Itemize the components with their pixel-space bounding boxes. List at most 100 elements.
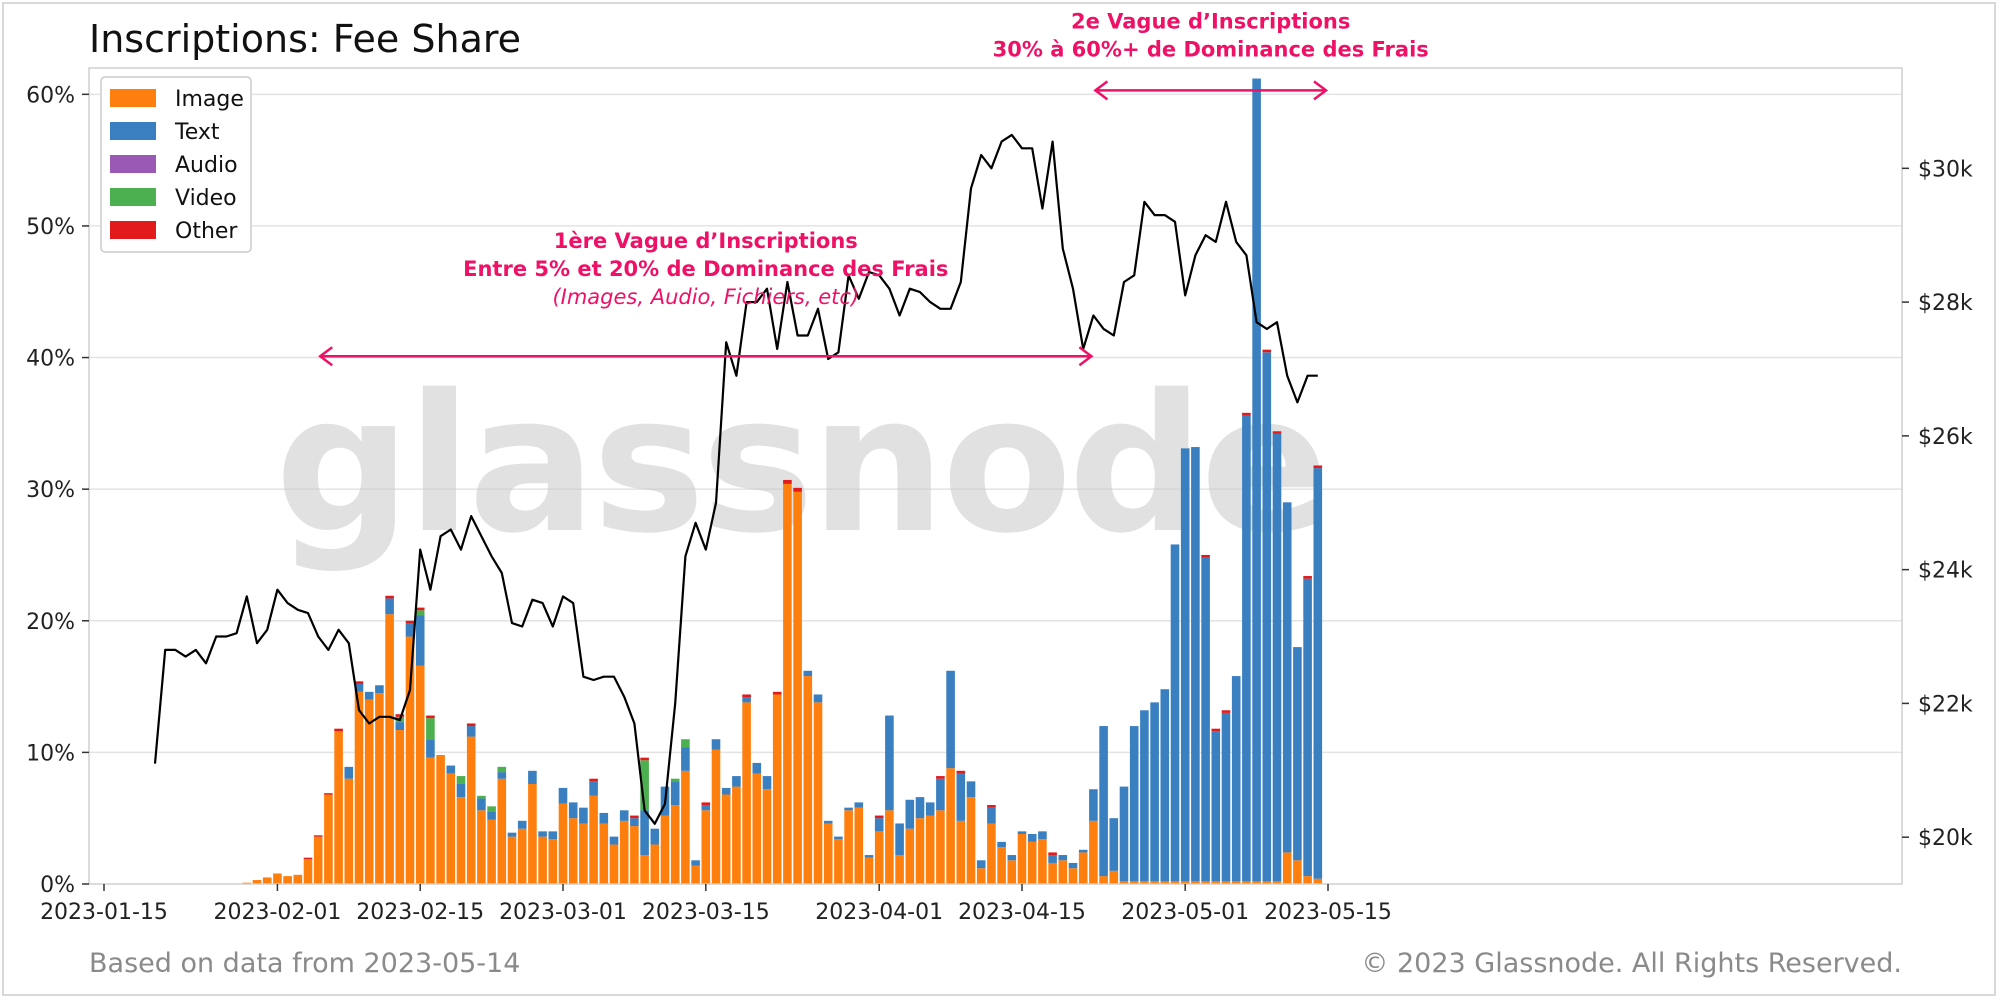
bar-segment-image bbox=[1272, 881, 1282, 884]
bar-segment-text bbox=[507, 832, 517, 837]
bar-segment-image bbox=[681, 770, 690, 884]
bar-segment-image bbox=[1293, 860, 1302, 884]
bar-segment-text bbox=[426, 739, 435, 758]
bar-segment-text bbox=[1027, 833, 1037, 842]
y-right-tick-label: $28k bbox=[1918, 291, 1973, 316]
bar-segment-image bbox=[456, 797, 466, 884]
x-tick-label: 2023-05-15 bbox=[1264, 900, 1392, 925]
bar-segment-text bbox=[477, 798, 486, 811]
bar-segment-image bbox=[273, 873, 282, 884]
bar-segment-image bbox=[395, 730, 405, 884]
x-tick-label: 2023-03-15 bbox=[642, 900, 770, 925]
bar-segment-image bbox=[640, 855, 649, 884]
bar-segment-text bbox=[987, 807, 996, 824]
bar-segment-image bbox=[1160, 881, 1170, 884]
bar-segment-text bbox=[823, 820, 833, 824]
bar-segment-text bbox=[732, 776, 741, 787]
bar-segment-other bbox=[783, 479, 792, 484]
bar-segment-text bbox=[956, 773, 966, 821]
bar-segment-other bbox=[742, 694, 751, 698]
bar-segment-image bbox=[1221, 881, 1231, 884]
bar-segment-image bbox=[752, 773, 762, 884]
bar-segment-other bbox=[956, 770, 966, 774]
bar-segment-image bbox=[1007, 860, 1017, 884]
bar-segment-text bbox=[497, 772, 507, 779]
bar-segment-image bbox=[1252, 881, 1261, 884]
bar-segment-text bbox=[1282, 502, 1292, 853]
bar-segment-text bbox=[854, 802, 864, 808]
bar-segment-image bbox=[1282, 852, 1292, 884]
bar-segment-text bbox=[895, 823, 904, 856]
bar-segment-other bbox=[987, 805, 996, 808]
bar-segment-other bbox=[772, 691, 782, 695]
bar-segment-image bbox=[344, 778, 354, 884]
bar-segment-text bbox=[364, 691, 374, 700]
bar-segment-text bbox=[1313, 468, 1323, 879]
bar-segment-image bbox=[293, 874, 303, 884]
bar-segment-other bbox=[630, 815, 639, 819]
bar-segment-image bbox=[1303, 876, 1312, 884]
price-line bbox=[153, 133, 1318, 825]
legend-label: Image bbox=[175, 87, 244, 112]
bar-segment-text bbox=[487, 811, 496, 820]
bar-segment-image bbox=[925, 815, 935, 884]
bar-segment-image bbox=[324, 794, 333, 884]
bar-segment-image bbox=[507, 836, 517, 884]
bar-segment-text bbox=[1242, 415, 1251, 882]
bar-segment-text bbox=[640, 810, 649, 856]
bar-segment-video bbox=[426, 718, 435, 740]
annotation-text: 1ère Vague d’Inscriptions bbox=[554, 229, 858, 253]
bar-segment-text bbox=[354, 683, 364, 692]
legend-label: Other bbox=[175, 219, 238, 244]
bar-segment-text bbox=[752, 762, 762, 774]
y-right-tick-label: $26k bbox=[1918, 425, 1973, 450]
bar-segment-text bbox=[609, 836, 619, 845]
bar-segment-image bbox=[854, 807, 864, 884]
bar-segment-image bbox=[997, 847, 1006, 884]
bar-segment-other bbox=[1211, 728, 1221, 732]
bar-segment-image bbox=[823, 823, 833, 884]
bar-segment-other bbox=[1048, 852, 1057, 856]
bar-segment-image bbox=[1129, 881, 1139, 884]
y-right-tick-label: $22k bbox=[1918, 692, 1973, 717]
bar-segment-image bbox=[1038, 839, 1047, 884]
bar-segment-text bbox=[834, 836, 843, 840]
bar-segment-text bbox=[885, 715, 894, 811]
bar-segment-other bbox=[1201, 554, 1210, 558]
bar-segment-image bbox=[885, 810, 894, 884]
bar-segment-image bbox=[1058, 860, 1068, 884]
bar-segment-image bbox=[1262, 881, 1272, 884]
bar-segment-image bbox=[558, 803, 568, 884]
bar-segment-image bbox=[762, 789, 772, 884]
bar-segment-text bbox=[1109, 818, 1119, 871]
bar-segment-image bbox=[446, 773, 456, 884]
bar-segment-image bbox=[793, 491, 802, 884]
bar-segment-image bbox=[670, 805, 680, 884]
bar-segment-text bbox=[630, 818, 639, 827]
annotation-arrow-head-right bbox=[1078, 346, 1094, 367]
bar-segment-image bbox=[579, 823, 588, 884]
x-tick-label: 2023-04-01 bbox=[815, 900, 943, 925]
y-right-tick-label: $24k bbox=[1918, 559, 1973, 584]
bar-segment-text bbox=[548, 831, 558, 840]
x-tick-label: 2023-05-01 bbox=[1121, 900, 1249, 925]
bar-segment-image bbox=[354, 691, 364, 884]
bar-segment-other bbox=[385, 595, 394, 599]
bar-segment-image bbox=[313, 836, 323, 884]
bar-segment-other bbox=[426, 715, 435, 719]
bar-segment-text bbox=[619, 810, 629, 821]
bar-segment-other bbox=[589, 778, 598, 782]
bar-segment-video bbox=[670, 778, 680, 782]
annotation-arrow-head-left bbox=[318, 346, 333, 367]
bar-segment-text bbox=[395, 722, 405, 731]
bar-segment-text bbox=[844, 807, 853, 811]
bar-segment-text bbox=[864, 855, 874, 858]
bar-segment-text bbox=[936, 778, 945, 811]
bar-segment-image bbox=[405, 636, 415, 884]
bar-segment-text bbox=[1211, 731, 1221, 882]
bar-segment-image bbox=[711, 749, 721, 884]
bar-segment-image bbox=[487, 819, 496, 884]
bar-segment-image bbox=[660, 815, 670, 884]
bar-segment-image bbox=[895, 855, 904, 884]
